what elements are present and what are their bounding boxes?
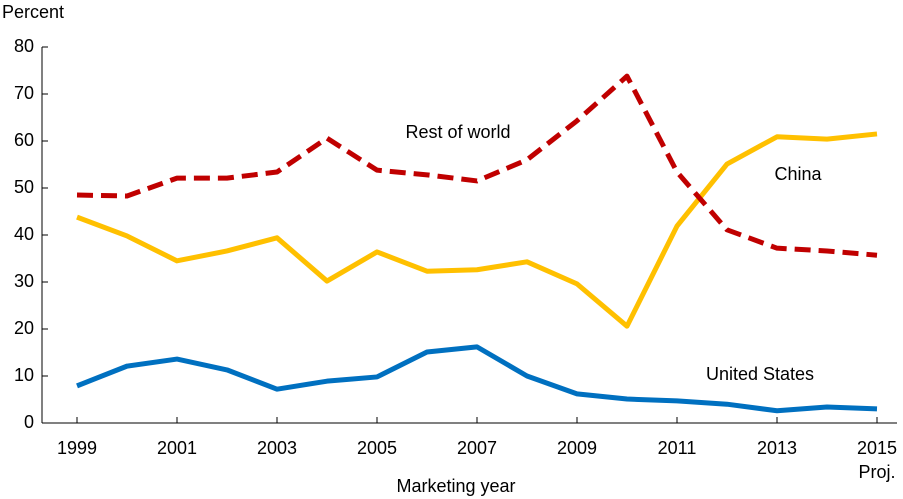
y-tick-label: 40 xyxy=(14,224,34,244)
x-axis-label: Marketing year xyxy=(396,476,515,496)
series-line xyxy=(76,73,878,258)
x-tick-label: 2013 xyxy=(757,438,797,458)
series-line xyxy=(76,344,878,414)
x-tick-label: 2011 xyxy=(658,438,697,458)
series-label: Rest of world xyxy=(405,122,510,142)
x-tick-label: 2015 xyxy=(857,438,897,458)
y-tick-label: 70 xyxy=(14,83,34,103)
y-axis-label: Percent xyxy=(2,2,64,22)
y-tick-label: 50 xyxy=(14,177,34,197)
x-tick-label: 2003 xyxy=(257,438,297,458)
series-label: United States xyxy=(706,364,814,384)
x-tick-label: 2001 xyxy=(157,438,197,458)
y-tick-label: 10 xyxy=(14,365,34,385)
x-tick-label: 2009 xyxy=(557,438,597,458)
annotation: Proj. xyxy=(858,462,895,482)
x-tick-label: 1999 xyxy=(57,438,97,458)
series-label: China xyxy=(774,164,822,184)
y-tick-label: 0 xyxy=(24,412,34,432)
y-tick-label: 30 xyxy=(14,271,34,291)
y-tick-label: 80 xyxy=(14,36,34,56)
y-tick-label: 60 xyxy=(14,130,34,150)
series-line xyxy=(76,131,878,329)
y-tick-label: 20 xyxy=(14,318,34,338)
x-tick-label: 2005 xyxy=(357,438,397,458)
x-tick-label: 2007 xyxy=(457,438,497,458)
